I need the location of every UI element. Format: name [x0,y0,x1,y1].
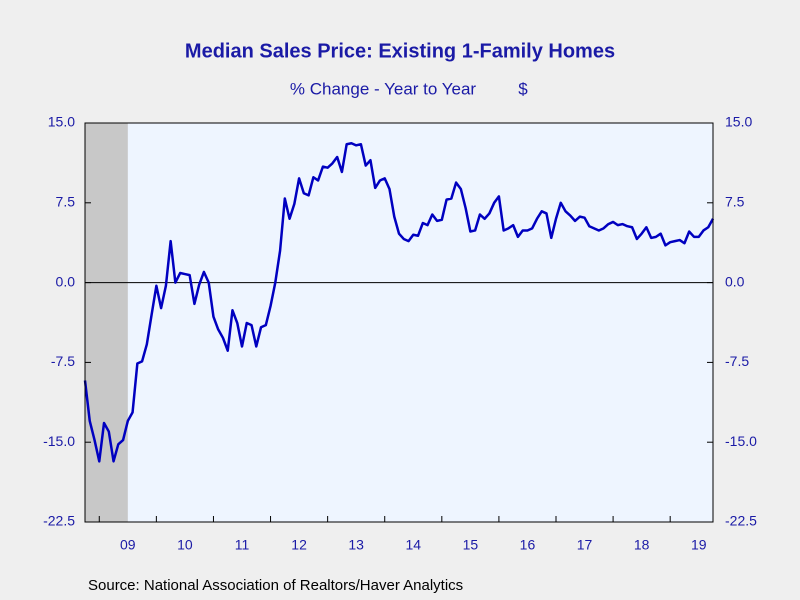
y-tick-label: -7.5 [51,353,75,369]
x-tick-label: 09 [120,537,136,553]
x-tick-label: 13 [348,537,364,553]
y2-tick-label: -22.5 [725,513,757,529]
y-tick-label: -22.5 [43,513,75,529]
unit-label: $ [518,79,528,98]
x-tick-label: 14 [405,537,421,553]
y2-tick-label: -7.5 [725,353,749,369]
x-tick-label: 19 [691,537,707,553]
chart-title: Median Sales Price: Existing 1-Family Ho… [185,40,615,62]
y2-tick-label: -15.0 [725,433,757,449]
y-tick-label: 15.0 [48,114,75,130]
data-line [83,141,715,463]
y2-tick-label: 7.5 [725,194,745,210]
y-tick-label: 0.0 [56,273,76,289]
x-tick-label: 18 [634,537,650,553]
x-tick-label: 11 [235,537,250,553]
x-tick-label: 16 [520,537,536,553]
x-tick-label: 10 [177,537,193,553]
x-tick-label: 17 [577,537,593,553]
y2-tick-label: 0.0 [725,273,745,289]
x-tick-label: 12 [291,537,307,553]
y-tick-label: -15.0 [43,433,75,449]
chart-subtitle: % Change - Year to Year [290,79,477,98]
plot-area [85,123,713,522]
recession-shade [85,123,128,522]
y2-tick-label: 15.0 [725,114,752,130]
plot-frame [84,122,714,523]
x-tick-label: 15 [463,537,479,553]
source-note: Source: National Association of Realtors… [88,577,463,594]
y-tick-label: 7.5 [56,194,76,210]
